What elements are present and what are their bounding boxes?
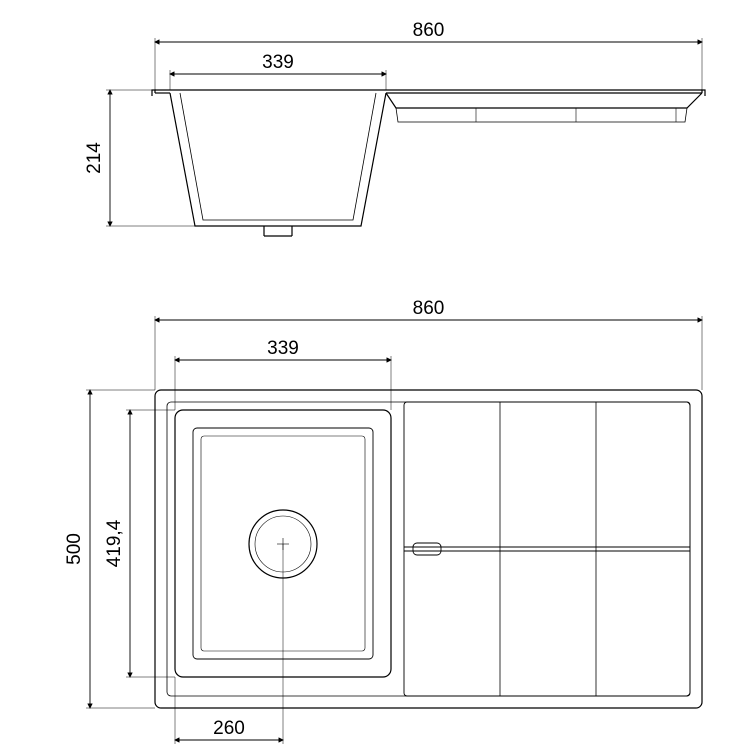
svg-text:339: 339 — [267, 338, 299, 359]
svg-text:214: 214 — [84, 142, 105, 174]
svg-text:419,4: 419,4 — [104, 519, 125, 567]
technical-drawing: 860 339 214 860 339 500 419,4 260 — [0, 0, 750, 750]
svg-text:260: 260 — [213, 718, 245, 739]
svg-text:500: 500 — [64, 533, 85, 565]
svg-text:339: 339 — [262, 52, 294, 73]
svg-text:860: 860 — [413, 20, 445, 41]
svg-text:860: 860 — [413, 298, 445, 319]
